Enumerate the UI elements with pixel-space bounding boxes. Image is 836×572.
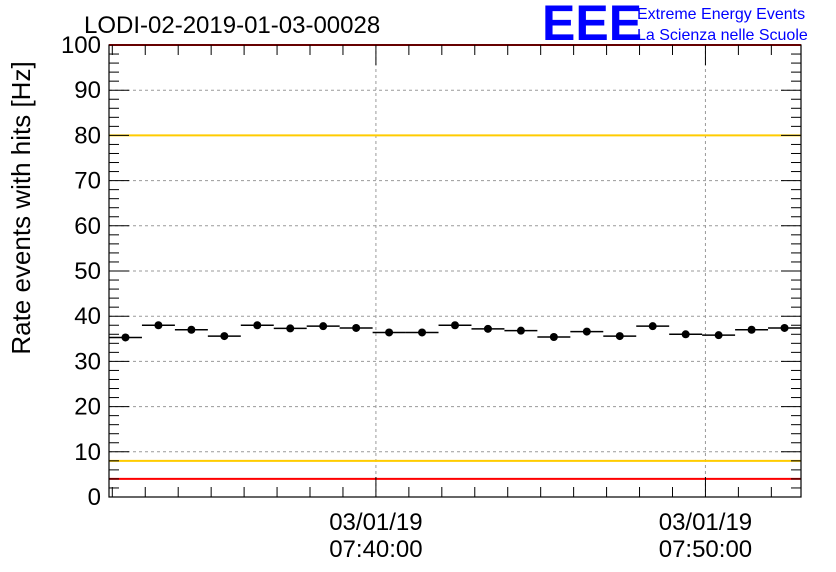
y-tick-label: 100 [61,32,101,59]
y-tick-label: 40 [74,303,101,330]
y-tick-label: 30 [74,348,101,375]
y-tick-label: 70 [74,168,101,195]
data-point [504,326,538,335]
axes [108,44,802,498]
y-tick-label: 60 [74,213,101,240]
y-tick-labels: 0 10 20 30 40 50 60 70 80 90 100 [61,32,101,511]
data-point [372,328,406,337]
eee-logo-line1: Extreme Energy Events [637,6,805,23]
eee-logo-line2: La Scienza nelle Scuole [637,27,808,44]
grid [109,45,801,497]
x-tick-label-time: 07:50:00 [659,536,752,563]
data-point-marker [451,321,459,330]
data-point [570,327,604,336]
data-point-marker [121,333,130,342]
data-point-marker [385,328,394,337]
data-point [735,325,769,334]
data-point [273,324,307,333]
y-tick-label: 0 [88,484,101,511]
reference-lines [109,44,801,480]
y-tick-label: 80 [74,122,101,149]
data-point-marker [582,327,591,336]
data-point-marker [352,323,361,332]
data-point [438,321,472,330]
data-point [306,322,340,331]
data-point [669,330,703,339]
data-point [109,333,142,342]
data-point-marker [516,326,525,335]
data-point [768,323,801,332]
x-tick-label-date: 03/01/19 [659,509,752,536]
data-point-marker [154,321,163,330]
data-point-marker [681,330,690,339]
data-point [537,332,571,341]
y-axis-title: Rate events with hits [Hz] [6,61,36,354]
data-point-marker [747,325,756,334]
data-point [405,328,439,337]
eee-logo: EEE Extreme Energy Events La Scienza nel… [542,0,808,51]
data-point [636,322,670,331]
data-point [603,332,637,341]
chart-title: LODI-02-2019-01-03-00028 [84,12,380,39]
eee-logo-mark: EEE [542,0,642,51]
data-point-marker [253,321,262,330]
x-tick-label-time: 07:40:00 [329,536,422,563]
data-point [141,321,175,330]
y-tick-label: 10 [74,439,101,466]
data-point [339,323,373,332]
y-tick-label: 20 [74,394,101,421]
data-point [471,324,505,333]
data-point-marker [483,324,492,333]
data-point-marker [549,332,558,341]
data-point [702,331,736,340]
data-point-marker [286,324,295,333]
y-tick-label: 50 [74,258,101,285]
data-point-marker [648,322,657,331]
data-point-marker [615,332,624,341]
data-point-marker [780,323,789,332]
y-tick-label: 90 [74,77,101,104]
data-points [109,321,801,342]
data-point [174,325,208,334]
data-point-marker [319,322,328,331]
data-point-marker [187,325,196,334]
data-point-marker [220,332,229,341]
data-point-marker [714,331,723,340]
data-point-marker [418,328,427,337]
data-point [240,321,274,330]
x-tick-label-date: 03/01/19 [329,509,422,536]
data-point [207,332,241,341]
